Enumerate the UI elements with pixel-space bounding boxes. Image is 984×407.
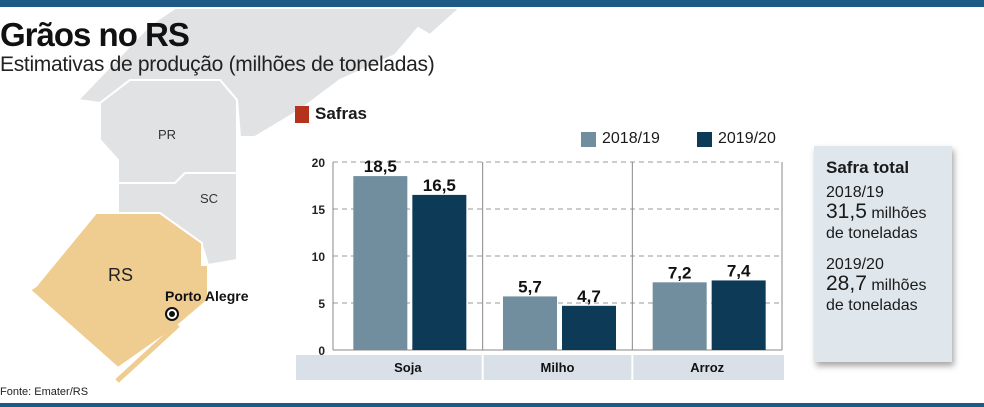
map-coast-strip	[115, 323, 180, 383]
page-subtitle: Estimativas de produção (milhões de tone…	[0, 53, 435, 76]
bar-soja-2018-19	[353, 176, 408, 350]
category-label: Arroz	[690, 360, 724, 375]
data-label: 4,7	[577, 287, 601, 306]
y-tick-label: 20	[312, 156, 326, 170]
source-note: Fonte: Emater/RS	[0, 386, 89, 398]
map: PR SC RS Porto Alegre	[28, 7, 463, 383]
bar-arroz-2018-19	[652, 282, 707, 350]
map-label-rs: RS	[108, 265, 133, 285]
top-frame-bar	[0, 0, 984, 7]
category-label: Milho	[541, 360, 575, 375]
legend-item-2018: 2018/19	[581, 130, 660, 148]
total-value: 31,5	[826, 200, 867, 223]
legend-label: 2019/20	[718, 130, 776, 147]
section-marker-icon	[295, 105, 309, 123]
page-title: Grãos no RS	[0, 16, 190, 53]
map-state-rs	[28, 212, 209, 370]
total-year: 2018/19	[826, 184, 884, 201]
y-tick-label: 5	[318, 297, 325, 311]
legend-swatch	[697, 131, 712, 147]
legend-swatch	[581, 131, 596, 147]
bar-milho-2018-19	[503, 296, 557, 350]
map-label-pr: PR	[158, 127, 176, 142]
y-tick-label: 15	[312, 203, 326, 217]
total-value-line: 31,5 milhões	[826, 200, 952, 224]
data-label: 7,4	[727, 261, 751, 280]
bottom-frame-bar	[0, 403, 984, 407]
legend-item-2019: 2019/20	[697, 130, 776, 148]
city-marker-dot	[169, 311, 175, 317]
total-unit2: de toneladas	[826, 225, 918, 242]
total-value: 28,7	[826, 272, 867, 295]
bar-soja-2019-20	[412, 194, 467, 350]
total-value-line: 28,7 milhões	[826, 272, 952, 296]
bar-arroz-2019-20	[711, 280, 766, 350]
section-header: Safras	[295, 104, 367, 124]
map-label-city: Porto Alegre	[165, 288, 249, 304]
bar-milho-2019-20	[562, 305, 616, 350]
data-label: 18,5	[364, 157, 397, 176]
legend-label: 2018/19	[602, 130, 660, 147]
total-unit: milhões	[871, 205, 927, 222]
category-band	[296, 355, 784, 380]
map-label-sc: SC	[200, 191, 218, 206]
y-tick-label: 10	[312, 250, 326, 264]
total-title: Safra total	[826, 158, 910, 177]
category-label: Soja	[394, 360, 422, 375]
data-label: 5,7	[518, 277, 542, 296]
y-tick-label: 0	[318, 344, 325, 358]
total-unit2: de toneladas	[826, 297, 918, 314]
total-unit: milhões	[871, 277, 927, 294]
section-label: Safras	[315, 104, 367, 123]
data-label: 7,2	[668, 263, 692, 282]
total-year: 2019/20	[826, 256, 884, 273]
total-harvest-box: Safra total 2018/19 31,5 milhões de tone…	[814, 146, 952, 362]
data-label: 16,5	[423, 176, 456, 195]
